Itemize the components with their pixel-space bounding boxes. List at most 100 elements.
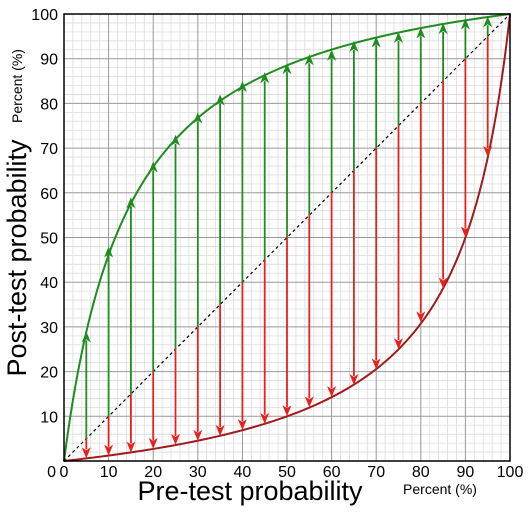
increase-arrow-head <box>349 40 359 52</box>
y-tick-label: 0 <box>47 464 56 481</box>
increase-arrow <box>483 16 493 37</box>
increase-arrow <box>282 63 292 238</box>
y-tick-label: 20 <box>40 365 58 382</box>
decrease-arrow <box>371 148 381 370</box>
y-axis-unit: Percent (%) <box>9 49 25 123</box>
x-tick-label: 40 <box>234 464 252 481</box>
decrease-arrow-head <box>327 386 337 398</box>
decrease-arrow-head <box>81 447 91 459</box>
x-axis-title: Pre-test probability <box>137 476 363 506</box>
x-tick-label: 0 <box>60 464 69 481</box>
decrease-arrow-head <box>371 358 381 370</box>
decrease-arrow-head <box>438 277 448 289</box>
x-tick-label: 20 <box>144 464 162 481</box>
increase-arrow-head <box>215 94 225 106</box>
decrease-arrow <box>460 58 470 238</box>
increase-arrow-head <box>327 49 337 61</box>
decrease-arrow-head <box>193 429 203 441</box>
decrease-arrow-head <box>104 444 114 456</box>
increase-arrow <box>460 18 470 59</box>
decrease-arrow-head <box>460 226 470 238</box>
increase-arrow <box>148 161 158 372</box>
increase-arrow <box>438 22 448 82</box>
y-tick-label: 50 <box>40 231 58 248</box>
decrease-arrow <box>349 170 359 386</box>
decrease-arrow-head <box>215 424 225 436</box>
decrease-arrow <box>81 438 91 459</box>
decrease-arrow <box>304 215 314 408</box>
red-curve <box>63 13 511 462</box>
y-tick-label: 70 <box>40 141 58 158</box>
decrease-arrow <box>237 282 247 431</box>
plot-frame <box>63 13 511 462</box>
y-axis-title: Post-test probability <box>2 139 32 377</box>
y-tick-labels: 0 10 20 30 40 50 60 70 80 90 100 <box>31 7 58 481</box>
increase-arrow <box>327 49 337 193</box>
decrease-arrow <box>394 125 403 350</box>
increase-arrow-head <box>438 22 448 34</box>
increase-arrow-head <box>460 18 470 30</box>
y-tick-label: 30 <box>40 320 58 337</box>
decrease-arrow <box>438 81 448 289</box>
increase-arrow-head <box>126 197 136 209</box>
increase-arrow <box>304 54 314 216</box>
increase-arrow-head <box>148 161 158 173</box>
increase-arrow-head <box>193 112 203 124</box>
decrease-arrow <box>171 349 180 445</box>
increase-arrow-head <box>371 36 381 48</box>
y-tick-label: 40 <box>40 275 58 292</box>
decrease-arrow-head <box>394 338 403 350</box>
increase-arrow-head <box>416 27 426 39</box>
decrease-arrow-head <box>416 311 426 323</box>
decrease-arrow-head <box>349 374 359 386</box>
decrease-arrow <box>126 393 136 453</box>
x-tick-label: 80 <box>412 464 430 481</box>
decrease-arrow <box>215 304 225 436</box>
increase-arrow <box>215 94 225 305</box>
x-tick-label: 50 <box>278 464 296 481</box>
increase-arrow <box>126 197 136 394</box>
decrease-arrow <box>416 103 426 323</box>
increase-arrow <box>237 81 247 283</box>
increase-arrow-head <box>237 81 247 93</box>
x-tick-label: 30 <box>189 464 207 481</box>
x-tick-label: 10 <box>100 464 118 481</box>
decrease-arrow-head <box>483 146 493 158</box>
y-tick-label: 10 <box>40 409 58 426</box>
decrease-arrow-head <box>304 396 314 408</box>
x-tick-label: 100 <box>497 464 524 481</box>
decrease-arrow-head <box>126 441 136 453</box>
y-tick-label: 100 <box>31 7 58 24</box>
decrease-arrow <box>483 36 493 158</box>
increase-arrow-head <box>81 331 91 343</box>
increase-arrow <box>171 134 180 350</box>
arrows-group <box>81 16 493 459</box>
increase-arrow <box>193 112 203 327</box>
decrease-arrow <box>260 259 270 424</box>
decrease-arrow-head <box>237 419 247 431</box>
x-tick-label: 60 <box>323 464 341 481</box>
increase-arrow-head <box>394 31 403 43</box>
increase-arrow <box>104 246 114 417</box>
increase-arrow <box>349 40 359 171</box>
decrease-arrow-head <box>171 433 180 445</box>
decrease-arrow <box>282 237 292 417</box>
increase-arrow-head <box>104 246 114 258</box>
increase-arrow <box>416 27 426 104</box>
decrease-arrow-head <box>260 412 270 424</box>
increase-arrow <box>81 331 91 439</box>
x-tick-label: 70 <box>367 464 385 481</box>
y-tick-label: 80 <box>40 96 58 113</box>
decrease-arrow <box>327 192 337 398</box>
decrease-arrow-head <box>282 405 292 417</box>
decrease-arrow <box>193 326 203 441</box>
y-tick-label: 60 <box>40 186 58 203</box>
x-axis-unit: Percent (%) <box>403 481 477 497</box>
increase-arrow <box>371 36 381 149</box>
y-tick-label: 90 <box>40 52 58 69</box>
decrease-arrow-head <box>148 437 158 449</box>
increase-arrow-head <box>304 54 314 66</box>
increase-arrow-head <box>171 134 180 146</box>
increase-arrow <box>394 31 403 126</box>
